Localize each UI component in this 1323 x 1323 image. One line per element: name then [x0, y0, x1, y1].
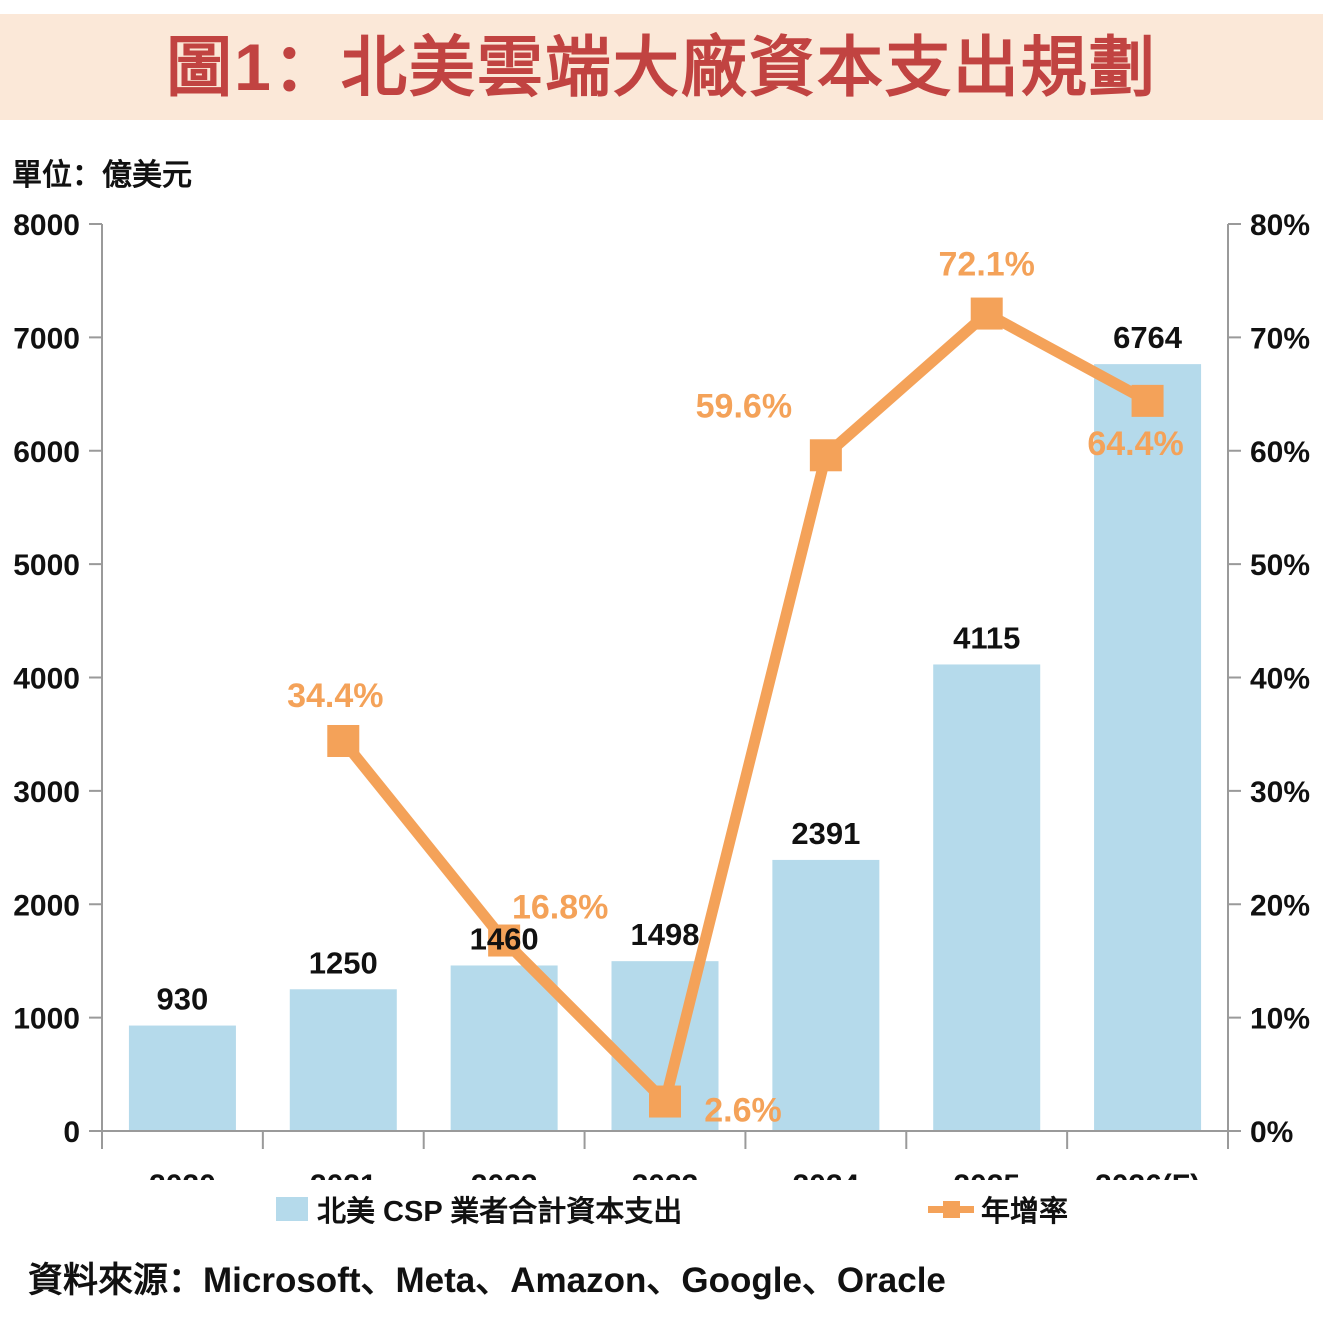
growth-line-layer — [327, 297, 1164, 1118]
y2-axis-tick-label: 0% — [1250, 1116, 1293, 1149]
growth-rate-marker — [488, 924, 521, 957]
right-axis: 0% 10% 20% 30% 40% 50% 60% 70% 80% — [1227, 209, 1310, 1149]
bar-2021 — [289, 989, 397, 1131]
y2-axis-tick-label: 50% — [1250, 549, 1310, 582]
y-axis-tick-label: 1000 — [13, 1003, 80, 1036]
growth-rate-line — [339, 306, 1151, 1113]
chart-legend: 北美 CSP 業者合計資本支出 年增率 — [0, 1186, 1323, 1232]
legend-item-growth-rate[interactable]: 年增率 — [928, 1186, 1068, 1232]
growth-rate-marker — [1131, 384, 1164, 417]
unit-label: 單位：億美元 — [12, 159, 192, 192]
bar-2025 — [933, 664, 1041, 1131]
growth-pct-labels: 34.4% 16.8% 2.6% 59.6% 72.1% 64.4% — [287, 246, 1184, 1130]
y2-axis-tick-label: 70% — [1250, 322, 1310, 355]
y2-axis-tick-label: 20% — [1250, 889, 1310, 922]
bar-2024 — [772, 859, 880, 1131]
bar-value-label: 4115 — [953, 620, 1020, 655]
growth-rate-label: 2.6% — [704, 1092, 782, 1130]
bar-value-label: 930 — [157, 982, 209, 1017]
x-axis-tick-label: 2025 — [953, 1169, 1020, 1180]
bar-2026(F) — [1094, 364, 1202, 1132]
growth-rate-marker — [809, 439, 842, 472]
y2-axis-tick-label: 30% — [1250, 776, 1310, 809]
y2-axis-tick-label: 40% — [1250, 663, 1310, 696]
y-axis-tick-label: 8000 — [13, 209, 80, 242]
growth-rate-label: 34.4% — [287, 677, 383, 715]
left-axis: 0 1000 2000 3000 4000 5000 6000 7000 8000 — [13, 209, 103, 1149]
bar-2020 — [128, 1025, 236, 1131]
bar-value-label: 6764 — [1113, 320, 1183, 355]
legend-item-capex[interactable]: 北美 CSP 業者合計資本支出 — [276, 1186, 682, 1232]
x-axis-tick-label: 2026(F) — [1095, 1169, 1200, 1180]
growth-rate-marker — [649, 1085, 681, 1118]
y-axis-tick-label: 2000 — [13, 889, 80, 922]
bar-value-labels: 930 1250 1460 1498 2391 4115 6764 — [157, 320, 1183, 1016]
capex-combo-chart: 0 1000 2000 3000 4000 5000 6000 7000 8000 0% 10% 2… — [13, 209, 1310, 1180]
bar-value-label: 1498 — [631, 917, 700, 952]
legend-bar-label: 北美 CSP 業者合計資本支出 — [317, 1196, 683, 1228]
y2-axis-tick-label: 10% — [1250, 1003, 1310, 1036]
y2-axis-tick-label: 80% — [1250, 209, 1310, 242]
bar-value-label: 2391 — [791, 816, 860, 851]
x-axis-tick-label: 2021 — [310, 1169, 377, 1180]
growth-rate-marker — [327, 724, 360, 757]
x-axis-tick-label: 2023 — [632, 1169, 699, 1180]
bar-value-label: 1250 — [309, 945, 378, 980]
category-axis: 2020 2021 2022 2023 2024 2025 2026(F) — [101, 1130, 1229, 1180]
y-axis-tick-label: 0 — [63, 1116, 80, 1149]
x-axis-tick-label: 2024 — [792, 1169, 859, 1180]
legend-line-swatch-icon — [928, 1197, 974, 1221]
growth-rate-label: 16.8% — [512, 889, 608, 927]
y-axis-tick-label: 5000 — [13, 549, 80, 582]
growth-rate-label: 64.4% — [1087, 425, 1183, 463]
legend-bar-swatch-icon — [276, 1197, 308, 1221]
page-title: 圖1：北美雲端大廠資本支出規劃 — [166, 30, 1157, 104]
growth-rate-label: 72.1% — [939, 246, 1035, 284]
legend-line-label: 年增率 — [981, 1196, 1069, 1228]
y-axis-tick-label: 7000 — [13, 322, 80, 355]
y-axis-tick-label: 3000 — [13, 776, 80, 809]
growth-rate-label: 59.6% — [696, 387, 792, 425]
title-banner — [0, 14, 1323, 120]
bar-value-label: 1460 — [470, 921, 539, 956]
bars-layer — [128, 364, 1202, 1132]
x-axis-tick-label: 2020 — [149, 1169, 216, 1180]
growth-rate-marker — [970, 297, 1003, 330]
bar-2022 — [450, 965, 558, 1131]
y2-axis-tick-label: 60% — [1250, 436, 1310, 469]
y-axis-tick-label: 4000 — [13, 663, 80, 696]
source-note: 資料來源：Microsoft、Meta、Amazon、Google、Oracle — [28, 1261, 946, 1300]
y-axis-tick-label: 6000 — [13, 436, 80, 469]
x-axis-tick-label: 2022 — [471, 1169, 538, 1180]
